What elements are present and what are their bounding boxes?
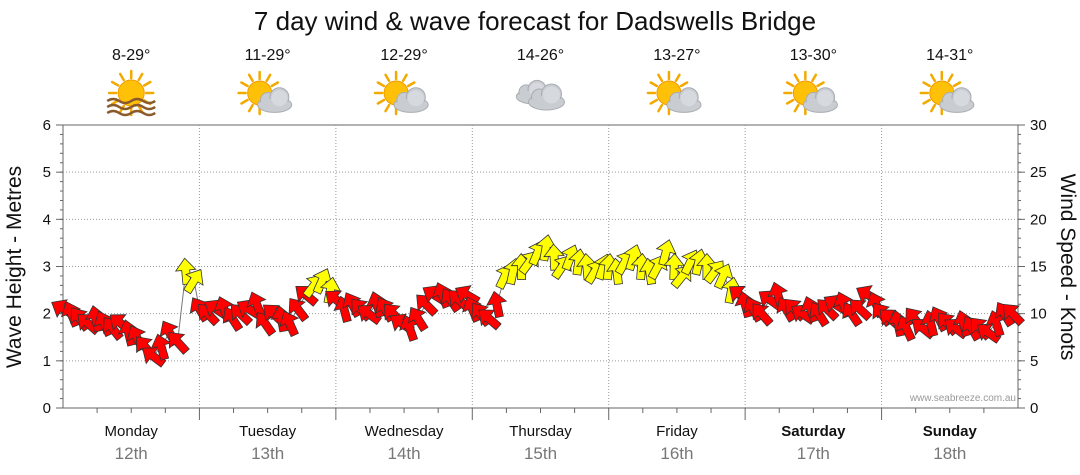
right-axis: 0 5 10 15 20 25 30 <box>1018 117 1047 417</box>
day-date: 16th <box>660 444 693 463</box>
wind-arrow <box>168 331 190 355</box>
sun-haze-icon <box>106 69 156 117</box>
day-date: 18th <box>933 444 966 463</box>
day-headers: 8-29° 11-29° 12-29° 14-26° 13-27° 13-30° 14-31… <box>106 47 975 117</box>
day-name: Saturday <box>781 423 846 440</box>
day-name: Wednesday <box>365 423 444 440</box>
day-name: Friday <box>656 423 698 440</box>
left-tick-label: 4 <box>43 211 51 228</box>
right-tick-label: 10 <box>1030 306 1047 323</box>
right-tick-label: 25 <box>1030 164 1047 181</box>
temperature-range: 8-29° <box>112 47 150 64</box>
day-date: 17th <box>797 444 830 463</box>
right-tick-label: 15 <box>1030 259 1047 276</box>
day-date: 12th <box>115 444 148 463</box>
partly-cloudy-icon <box>919 70 975 116</box>
chart-grid <box>62 124 1019 420</box>
partly-cloudy-icon <box>646 70 702 116</box>
wind-arrows <box>51 234 1025 368</box>
cloudy-icon <box>515 79 565 111</box>
day-name: Tuesday <box>239 423 296 440</box>
day-date: 15th <box>524 444 557 463</box>
right-tick-label: 5 <box>1030 353 1038 370</box>
day-labels: Monday 12th Tuesday 13th Wednesday 14th Thursd… <box>105 423 978 463</box>
wind-arrow <box>752 303 774 327</box>
left-tick-label: 6 <box>43 117 51 134</box>
right-tick-label: 30 <box>1030 117 1047 134</box>
temperature-range: 13-27° <box>653 47 700 64</box>
partly-cloudy-icon <box>237 70 293 116</box>
left-tick-label: 0 <box>43 400 51 417</box>
left-axis-label: Wave Height - Metres <box>3 166 26 368</box>
day-name: Thursday <box>509 423 572 440</box>
temperature-range: 13-30° <box>790 47 837 64</box>
chart-title: 7 day wind & wave forecast for Dadswells… <box>254 6 816 36</box>
wind-arrow <box>408 306 429 333</box>
left-axis: 0 1 2 3 4 5 6 <box>43 117 63 417</box>
wind-arrow <box>279 310 300 338</box>
temperature-range: 11-29° <box>245 47 291 64</box>
right-axis-label: Wind Speed - Knots <box>1056 174 1079 361</box>
wind-arrow <box>486 290 508 319</box>
partly-cloudy-icon <box>373 70 429 116</box>
wind-arrow <box>288 298 310 323</box>
wind-arrow <box>60 301 81 328</box>
temperature-range: 12-29° <box>380 47 427 64</box>
right-tick-label: 0 <box>1030 400 1038 417</box>
day-date: 13th <box>251 444 284 463</box>
partly-cloudy-icon <box>783 70 838 116</box>
temperature-range: 14-26° <box>517 47 564 64</box>
wind-arrow <box>849 299 873 322</box>
day-name: Monday <box>105 423 159 440</box>
left-tick-label: 3 <box>43 259 51 276</box>
right-tick-label: 20 <box>1030 211 1047 228</box>
day-name: Sunday <box>923 423 978 440</box>
temperature-range: 14-31° <box>926 47 973 64</box>
wind-arrow <box>663 252 686 281</box>
wind-arrow <box>183 269 204 295</box>
left-tick-label: 2 <box>43 306 51 323</box>
credit-text: www.seabreeze.com.au <box>909 393 1016 404</box>
wind-arrow <box>1003 303 1025 327</box>
left-tick-label: 1 <box>43 353 51 370</box>
wind-arrow <box>462 296 483 323</box>
left-tick-label: 5 <box>43 164 51 181</box>
day-date: 14th <box>388 444 421 463</box>
